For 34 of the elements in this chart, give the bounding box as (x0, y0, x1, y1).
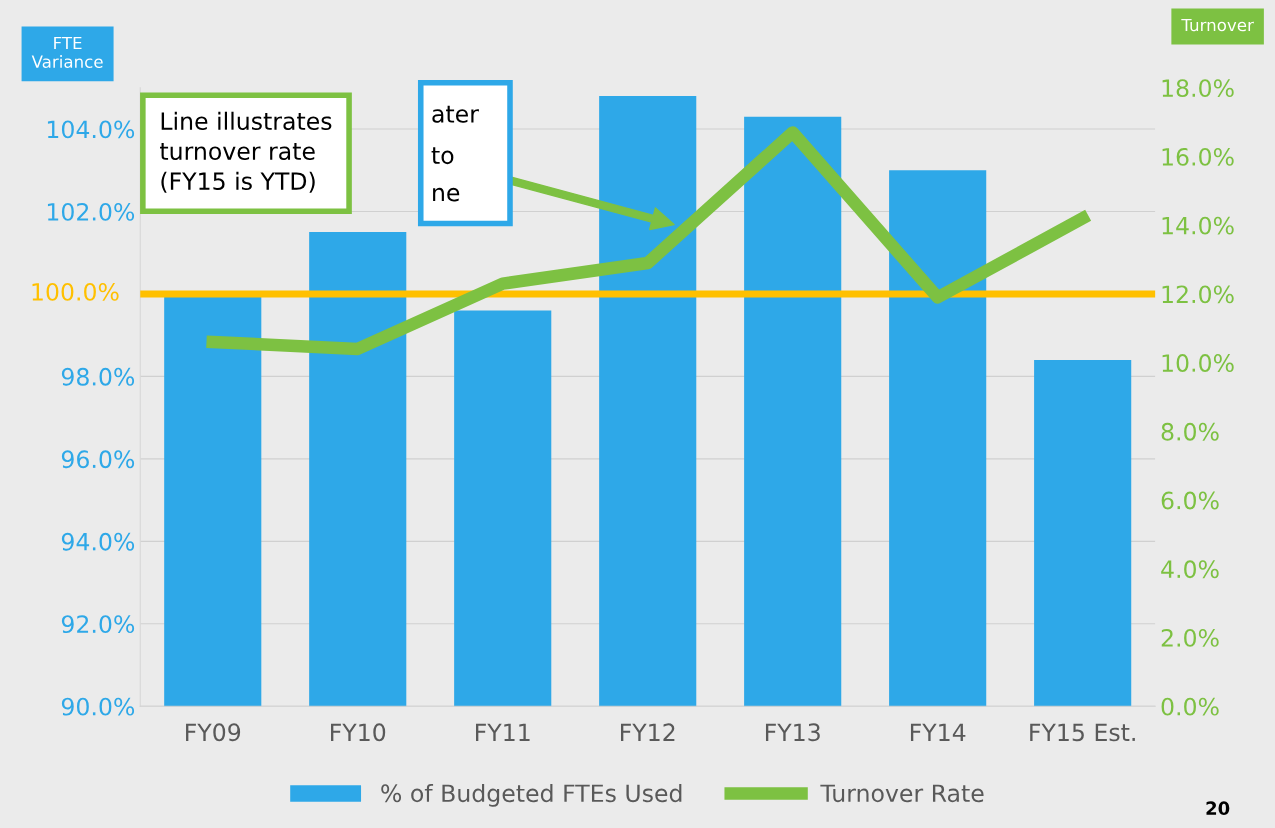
y2-axis-title: Turnover (1181, 18, 1254, 32)
x-tick-label: FY09 (186, 723, 241, 742)
x-tick-label: FY13 (765, 723, 820, 742)
y2-tick-label: 10.0% (1162, 354, 1234, 372)
x-tick-label: FY12 (620, 723, 675, 741)
text: 20 (1206, 801, 1230, 816)
y-tick-label: 98.0% (61, 367, 135, 386)
legend-label: % of Budgeted FTEs Used (381, 783, 682, 807)
y-tick-label: 96.0% (61, 450, 135, 469)
y2-tick-label: 18.0% (1162, 79, 1234, 98)
x-tick-label: FY15 Est. (1030, 723, 1135, 742)
y2-tick-label: 6.0% (1161, 491, 1219, 510)
y-tick-label: 104.0% (47, 120, 135, 139)
annotation: Line illustrates turnover rate (FY15 is YTD) (160, 111, 332, 193)
x-tick-label: FY10 (331, 723, 386, 742)
legend-label: Turnover Rate (820, 784, 984, 803)
y2-tick-label: 12.0% (1162, 285, 1234, 304)
y2-tick-label: 8.0% (1161, 422, 1219, 441)
y-axis-title: FTE Variance (31, 36, 103, 68)
ref-line-label: 100.0% (32, 282, 119, 301)
annotation: ne (433, 187, 460, 202)
y2-tick-label: 4.0% (1161, 560, 1219, 579)
y-tick-label: 90.0% (61, 697, 135, 716)
y2-tick-label: 0.0% (1161, 697, 1219, 716)
annotation: to (431, 147, 454, 165)
y2-tick-label: 2.0% (1161, 629, 1219, 647)
annotation: ater (432, 105, 479, 123)
y-tick-label: 102.0% (47, 202, 135, 221)
y-tick-label: 92.0% (61, 615, 135, 634)
y2-tick-label: 14.0% (1162, 216, 1234, 235)
x-tick-label: FY11 (476, 723, 530, 741)
y2-tick-label: 16.0% (1162, 147, 1234, 166)
y-tick-label: 94.0% (61, 532, 135, 551)
x-tick-label: FY14 (910, 723, 966, 741)
